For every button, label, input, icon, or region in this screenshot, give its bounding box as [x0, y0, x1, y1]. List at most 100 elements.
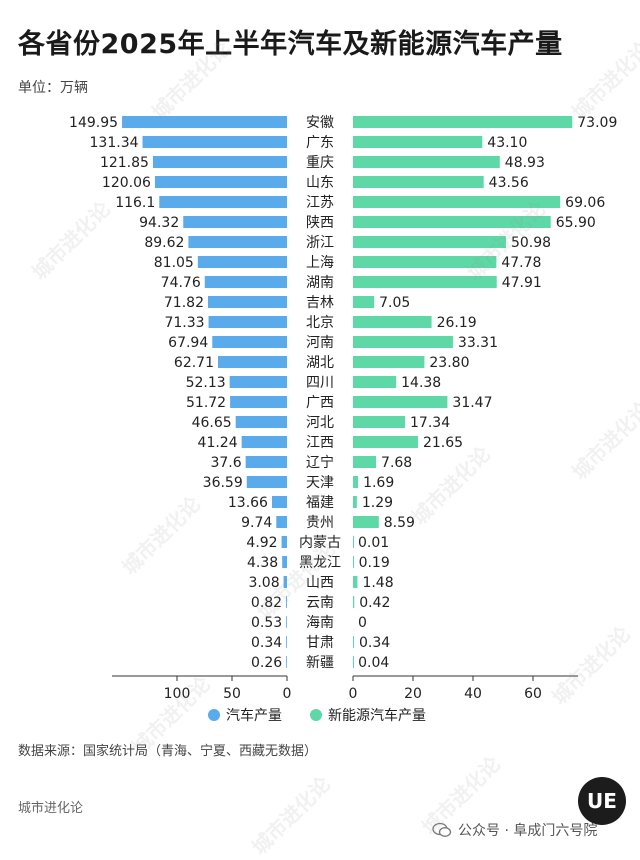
nev-value-label: 1.29: [362, 495, 393, 511]
nev-value-label: 1.48: [362, 575, 393, 591]
car-bar: [282, 556, 287, 568]
province-label: 江西: [306, 435, 334, 451]
province-label: 山东: [306, 175, 334, 191]
car-value-label: 74.76: [161, 275, 201, 291]
car-value-label: 94.32: [139, 215, 179, 231]
nev-bar: [353, 656, 354, 668]
car-value-label: 121.85: [100, 155, 149, 171]
car-bar: [235, 416, 287, 428]
left-axis-tick-label: 100: [164, 686, 191, 702]
nev-value-label: 43.56: [489, 175, 529, 191]
nev-bar: [353, 156, 500, 168]
province-label: 新疆: [306, 655, 334, 671]
nev-value-label: 73.09: [577, 115, 617, 131]
nev-bar: [353, 416, 406, 428]
nev-bar: [353, 476, 359, 488]
nev-bar: [353, 456, 377, 468]
account-line[interactable]: 公众号 · 阜成门六号院: [432, 820, 597, 840]
province-label: 贵州: [306, 515, 334, 531]
nev-value-label: 69.06: [565, 195, 605, 211]
nev-value-label: 7.68: [381, 455, 412, 471]
nev-value-label: 0.04: [358, 655, 389, 671]
province-label: 山西: [306, 575, 334, 591]
wechat-icon: [432, 822, 452, 837]
legend-nev-swatch: [310, 709, 322, 721]
ue-logo-badge: UE: [578, 777, 626, 825]
nev-bar: [353, 196, 561, 208]
province-label: 海南: [306, 615, 334, 631]
watermark: 城市进化论: [247, 771, 335, 860]
nev-value-label: 14.38: [401, 375, 441, 391]
province-label: 湖南: [306, 275, 334, 291]
province-label: 重庆: [306, 155, 334, 171]
car-value-label: 0.53: [251, 615, 282, 631]
butterfly-chart: 149.95 73.09 安徽 131.34 43.10 广东 121.85 48.93 重庆 1…: [69, 115, 617, 724]
right-axis-tick-label: 0: [349, 686, 358, 702]
chart-title: 各省份2025年上半年汽车及新能源汽车产量: [18, 29, 563, 60]
car-value-label: 36.59: [203, 475, 243, 491]
province-label: 安徽: [306, 115, 334, 131]
nev-value-label: 1.69: [363, 475, 394, 491]
car-bar: [212, 336, 287, 348]
nev-bar: [353, 496, 357, 508]
left-axis-tick-label: 50: [223, 686, 241, 702]
car-bar: [183, 216, 287, 228]
province-label: 吉林: [306, 295, 334, 311]
nev-value-label: 17.34: [410, 415, 450, 431]
province-label: 辽宁: [306, 454, 334, 471]
car-value-label: 4.92: [246, 535, 277, 551]
nev-value-label: 7.05: [379, 295, 410, 311]
car-value-label: 51.72: [186, 395, 226, 411]
car-value-label: 41.24: [198, 435, 238, 451]
car-bar: [286, 656, 287, 668]
nev-bar: [353, 216, 551, 228]
car-bar: [152, 156, 287, 168]
car-bar: [245, 456, 287, 468]
province-label: 湖北: [306, 355, 334, 371]
car-bar: [208, 316, 287, 328]
nev-value-label: 26.19: [437, 315, 477, 331]
car-bar: [286, 616, 287, 628]
car-value-label: 149.95: [69, 115, 118, 131]
car-value-label: 0.26: [251, 655, 282, 671]
nev-bar: [353, 596, 355, 608]
car-bar: [218, 356, 287, 368]
car-bar: [159, 196, 287, 208]
nev-bar: [353, 116, 573, 128]
car-value-label: 71.33: [164, 315, 204, 331]
car-value-label: 37.6: [210, 455, 241, 471]
nev-bar: [353, 336, 453, 348]
province-label: 黑龙江: [299, 555, 341, 571]
car-value-label: 3.08: [248, 575, 279, 591]
car-value-label: 52.13: [186, 375, 226, 391]
unit-label: 单位：万辆: [18, 80, 88, 96]
car-value-label: 131.34: [90, 135, 139, 151]
car-bar: [286, 596, 287, 608]
nev-value-label: 0.01: [358, 535, 389, 551]
car-bar: [122, 116, 288, 128]
brand-name: 城市进化论: [18, 801, 84, 816]
car-value-label: 0.82: [251, 595, 282, 611]
data-source: 数据来源：国家统计局（青海、宁夏、西藏无数据）: [18, 744, 318, 759]
nev-bar: [353, 516, 379, 528]
car-bar: [281, 536, 287, 548]
nev-bar: [353, 316, 432, 328]
nev-bar: [353, 136, 483, 148]
left-axis-tick-label: 0: [283, 686, 292, 702]
car-value-label: 9.74: [241, 515, 272, 531]
nev-value-label: 50.98: [511, 235, 551, 251]
nev-bar: [353, 296, 375, 308]
account-name: 公众号 · 阜成门六号院: [458, 823, 598, 839]
province-label: 内蒙古: [299, 535, 341, 551]
province-label: 北京: [306, 315, 334, 331]
car-value-label: 116.1: [115, 195, 155, 211]
nev-bar: [353, 576, 358, 588]
car-bar: [197, 256, 287, 268]
nev-value-label: 0.19: [359, 555, 390, 571]
province-label: 上海: [306, 255, 334, 271]
car-value-label: 120.06: [102, 175, 151, 191]
province-label: 四川: [306, 375, 334, 391]
car-bar: [271, 496, 287, 508]
nev-bar: [353, 376, 397, 388]
province-label: 陕西: [306, 215, 334, 231]
